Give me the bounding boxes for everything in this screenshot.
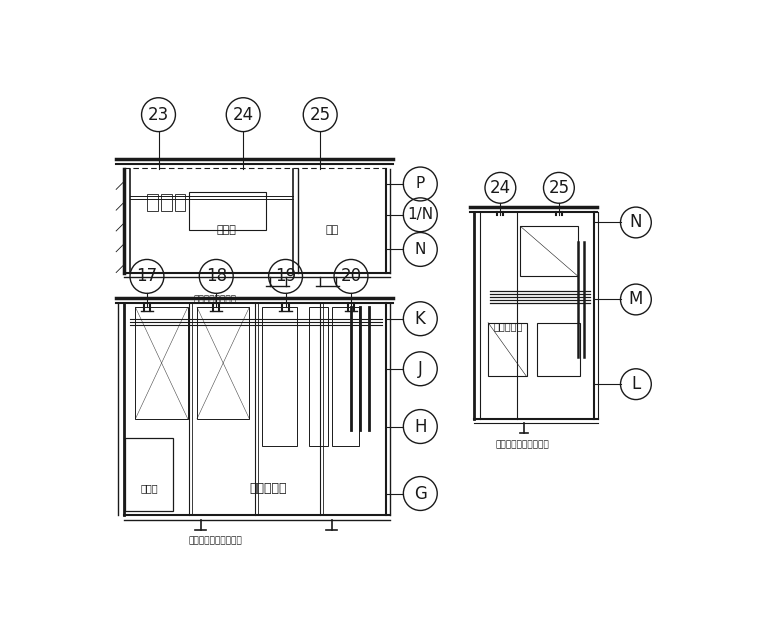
Bar <box>147 194 158 211</box>
Text: N: N <box>629 213 642 231</box>
Bar <box>521 226 578 276</box>
Bar <box>125 438 173 511</box>
Text: 19: 19 <box>275 267 296 285</box>
Text: 物业变电所平面布置图: 物业变电所平面布置图 <box>188 537 242 545</box>
Text: G: G <box>414 485 426 503</box>
Text: 25: 25 <box>309 106 331 124</box>
Text: 23: 23 <box>148 106 169 124</box>
Text: 超市变电所平面布置图: 超市变电所平面布置图 <box>495 440 549 449</box>
Text: 超市变配电: 超市变配电 <box>493 322 523 332</box>
Bar <box>537 323 580 376</box>
Text: 1/N: 1/N <box>407 207 433 222</box>
Bar <box>161 194 172 211</box>
Bar <box>488 323 527 376</box>
Bar <box>189 192 266 230</box>
Text: 库房: 库房 <box>325 225 338 235</box>
Bar <box>175 194 185 211</box>
Text: 17: 17 <box>136 267 157 285</box>
Text: J: J <box>418 360 423 378</box>
Bar <box>135 307 188 419</box>
Text: M: M <box>629 290 643 309</box>
Text: L: L <box>632 375 641 393</box>
Text: 20: 20 <box>340 267 362 285</box>
Text: 18: 18 <box>206 267 226 285</box>
Text: 值班室: 值班室 <box>141 483 158 493</box>
Text: H: H <box>414 417 426 435</box>
Text: 物业变电所: 物业变电所 <box>249 481 287 494</box>
Text: 开闭所: 开闭所 <box>217 225 236 235</box>
Bar <box>309 307 328 446</box>
Text: P: P <box>416 177 425 192</box>
Text: 开闭站平面布置图: 开闭站平面布置图 <box>194 295 237 305</box>
Text: N: N <box>415 242 426 257</box>
Text: 25: 25 <box>548 179 569 197</box>
Bar <box>332 307 359 446</box>
Text: 24: 24 <box>233 106 254 124</box>
Text: K: K <box>415 310 426 328</box>
Bar <box>262 307 297 446</box>
Text: 24: 24 <box>489 179 511 197</box>
Bar <box>197 307 249 419</box>
